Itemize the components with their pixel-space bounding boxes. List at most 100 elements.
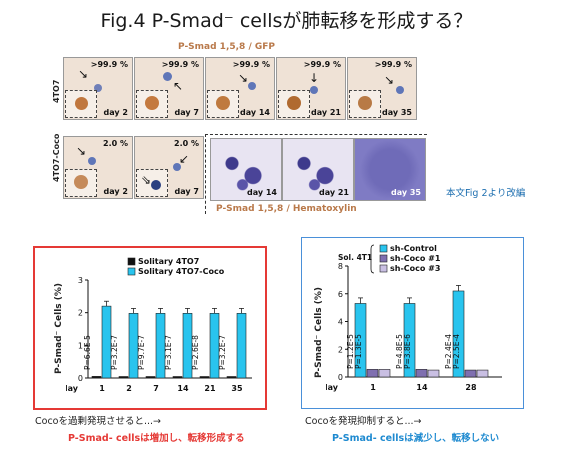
day-label: day 14 (246, 188, 277, 197)
bar (209, 313, 220, 379)
legend-label: sh-Coco #3 (390, 264, 440, 273)
histology-coco-day21: day 21 (282, 138, 354, 201)
inset-zoom: ⇘ (136, 169, 168, 197)
percent-label: 2.0 % (174, 139, 199, 148)
micrograph-4to7-day21: >99.9 % ↓ day 21 (276, 57, 346, 120)
right-bar-chart: 0 2 4 6 8 day 1 P=1.2E-5P=1.3E-5 14 P=4.8E-5P=3.8… (326, 244, 502, 392)
day-label: day 7 (174, 187, 199, 196)
percent-label: 2.0 % (103, 139, 128, 148)
day-label: day 14 (239, 108, 270, 117)
cell-marker (396, 86, 404, 94)
inset-zoom (136, 90, 168, 118)
he-panel-divider-left (205, 134, 206, 214)
x-axis-label: day (66, 384, 79, 393)
inset-zoom (349, 90, 381, 118)
p-value-label: P=3.8E-6 (403, 334, 412, 369)
p-value-label: P=2.5E-4 (452, 334, 461, 369)
cell-marker (248, 82, 256, 90)
page-title: Fig.4 P-Smad⁻ cellsが肺転移を形成する？ (100, 10, 473, 32)
y-tick-label: 2 (78, 309, 83, 318)
p-value-label: P=3.1E-7 (164, 335, 173, 370)
legend-swatch (379, 264, 388, 273)
day-label: day 35 (381, 108, 412, 117)
bar (415, 369, 428, 378)
x-tick-label: 7 (153, 384, 159, 393)
x-tick-label: 35 (231, 384, 243, 393)
row-label-4to7-coco: 4TO7-Coco (52, 133, 61, 182)
y-tick-label: 0 (338, 373, 343, 382)
bar (452, 290, 465, 378)
micrograph-4to7-day7: >99.9 % ↖ day 7 (134, 57, 204, 120)
bar (128, 313, 139, 379)
bar (366, 369, 379, 378)
p-value-label: P=6.6E-5 (83, 335, 92, 370)
p-value-label: P=2.4E-4 (444, 334, 453, 369)
bar (226, 376, 237, 379)
cell-marker (145, 96, 159, 110)
cell-marker (216, 96, 230, 110)
cell-marker (163, 72, 172, 81)
p-value-label: P=3.2E-7 (110, 335, 119, 370)
source-note: 本文Fig 2より改編 (446, 188, 526, 199)
inset-zoom (65, 169, 97, 197)
cell-marker (173, 163, 181, 171)
arrow-icon: ↘ (238, 71, 249, 85)
y-tick-label: 6 (338, 290, 343, 299)
day-label: day 21 (318, 188, 349, 197)
histology-coco-day14: day 14 (210, 138, 282, 201)
x-tick-label: 14 (177, 384, 189, 393)
right-note: Cocoを発現抑制すると...→ (305, 416, 422, 427)
bar (118, 376, 129, 379)
micrograph-4to7-day14: >99.9 % ↘ day 14 (205, 57, 275, 120)
top-caption-text: P-Smad 1,5,8 / GFP (178, 42, 275, 52)
y-tick-label: 3 (78, 276, 83, 285)
bottom-caption-text: P-Smad 1,5,8 / Hematoxylin (216, 204, 357, 214)
bar (378, 369, 391, 378)
bar (91, 376, 102, 379)
bar (199, 376, 210, 379)
percent-label: >99.9 % (90, 60, 128, 69)
cell-marker (75, 97, 88, 110)
x-tick-label: 28 (465, 383, 477, 392)
legend-brace (370, 244, 375, 274)
y-tick-label: 8 (338, 262, 343, 271)
y-tick-label: 2 (338, 345, 343, 354)
percent-label: >99.9 % (303, 60, 341, 69)
bar (155, 313, 166, 379)
day-label: day 21 (310, 108, 341, 117)
legend-group-label: Sol. 4T1 (338, 253, 372, 262)
p-value-label: P=9.7E-7 (137, 335, 146, 370)
cell-marker (358, 96, 372, 110)
day-label: day 35 (390, 188, 421, 197)
percent-label: >99.9 % (161, 60, 199, 69)
double-arrow-icon: ⇘ (141, 173, 152, 187)
y-tick-label: 1 (78, 341, 83, 350)
cell-marker (88, 157, 96, 165)
right-chart-ylabel: P-Smad⁻ Cells (%) (314, 286, 324, 378)
percent-label: >99.9 % (232, 60, 270, 69)
cell-marker (151, 180, 161, 190)
arrow-icon: ↘ (76, 144, 87, 158)
right-chart-frame (301, 237, 524, 409)
x-tick-label: 21 (204, 384, 216, 393)
micrograph-coco-day7: 2.0 % ↙ ⇘ day 7 (134, 136, 204, 199)
bar (464, 369, 477, 378)
he-panel-divider-top (205, 134, 427, 135)
x-tick-label: 14 (416, 383, 428, 392)
legend-swatch (127, 267, 136, 276)
micrograph-coco-day2: 2.0 % ↘ day 2 (63, 136, 133, 199)
x-tick-label: 1 (370, 383, 376, 392)
cell-marker (310, 86, 318, 94)
inset-zoom (278, 90, 310, 118)
x-tick-label: 2 (126, 384, 132, 393)
arrow-icon: ↘ (78, 67, 89, 81)
row-label-4to7: 4TO7 (52, 79, 61, 103)
x-tick-label: 1 (99, 384, 105, 393)
arrow-icon: ↖ (173, 79, 184, 93)
p-value-label: P=2.6E-8 (191, 335, 200, 370)
legend-label: sh-Control (390, 244, 437, 253)
p-value-label: P=4.8E-5 (395, 334, 404, 369)
cell-marker (94, 84, 102, 92)
inset-zoom (207, 90, 239, 118)
inset-zoom (65, 90, 97, 118)
